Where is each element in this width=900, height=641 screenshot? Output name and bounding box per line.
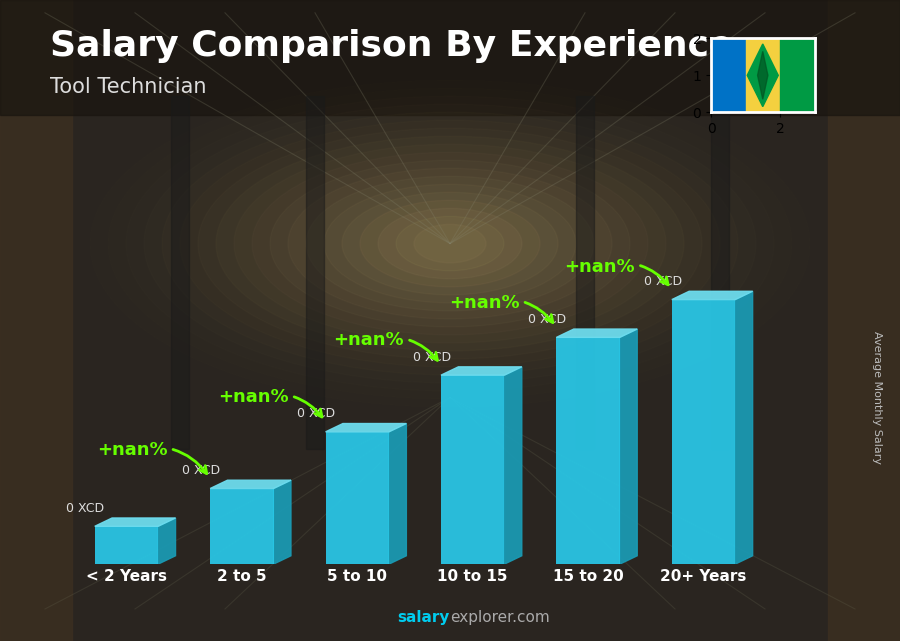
Polygon shape (326, 424, 407, 432)
Polygon shape (556, 329, 637, 337)
Bar (711, 96, 729, 449)
Text: Tool Technician: Tool Technician (50, 77, 206, 97)
Text: 0 XCD: 0 XCD (528, 313, 566, 326)
Bar (441, 375, 505, 564)
Polygon shape (158, 518, 176, 564)
Bar (94, 526, 158, 564)
Bar (556, 337, 620, 564)
Polygon shape (671, 291, 752, 299)
Polygon shape (389, 424, 407, 564)
Polygon shape (620, 329, 637, 564)
Text: 0 XCD: 0 XCD (67, 502, 104, 515)
Text: Salary Comparison By Experience: Salary Comparison By Experience (50, 29, 733, 63)
Ellipse shape (414, 224, 486, 263)
Bar (745, 38, 780, 112)
Text: +nan%: +nan% (564, 258, 668, 285)
Ellipse shape (378, 208, 522, 279)
Text: 0 XCD: 0 XCD (644, 275, 681, 288)
Text: 0 XCD: 0 XCD (413, 351, 451, 364)
Bar (780, 38, 814, 112)
Bar (671, 299, 735, 564)
Polygon shape (211, 480, 291, 488)
Text: explorer.com: explorer.com (450, 610, 550, 625)
Polygon shape (735, 291, 752, 564)
Bar (0, 0, 72, 641)
Polygon shape (505, 367, 522, 564)
Polygon shape (747, 44, 778, 106)
Bar (211, 488, 274, 564)
Bar (711, 38, 745, 112)
Bar (326, 432, 389, 564)
Bar (576, 96, 594, 449)
Text: salary: salary (398, 610, 450, 625)
Ellipse shape (360, 200, 540, 287)
Ellipse shape (396, 216, 504, 271)
Polygon shape (94, 518, 176, 526)
Bar (306, 96, 324, 449)
Bar (171, 96, 189, 449)
Polygon shape (441, 367, 522, 375)
Polygon shape (758, 51, 768, 99)
Text: 0 XCD: 0 XCD (297, 408, 336, 420)
Bar (828, 0, 900, 641)
Text: +nan%: +nan% (334, 331, 437, 360)
Text: +nan%: +nan% (449, 294, 553, 322)
Bar (0, 0, 900, 115)
Polygon shape (274, 480, 291, 564)
Text: 0 XCD: 0 XCD (182, 464, 220, 477)
Text: +nan%: +nan% (97, 441, 207, 474)
Text: +nan%: +nan% (218, 388, 322, 417)
Text: Average Monthly Salary: Average Monthly Salary (872, 331, 883, 464)
